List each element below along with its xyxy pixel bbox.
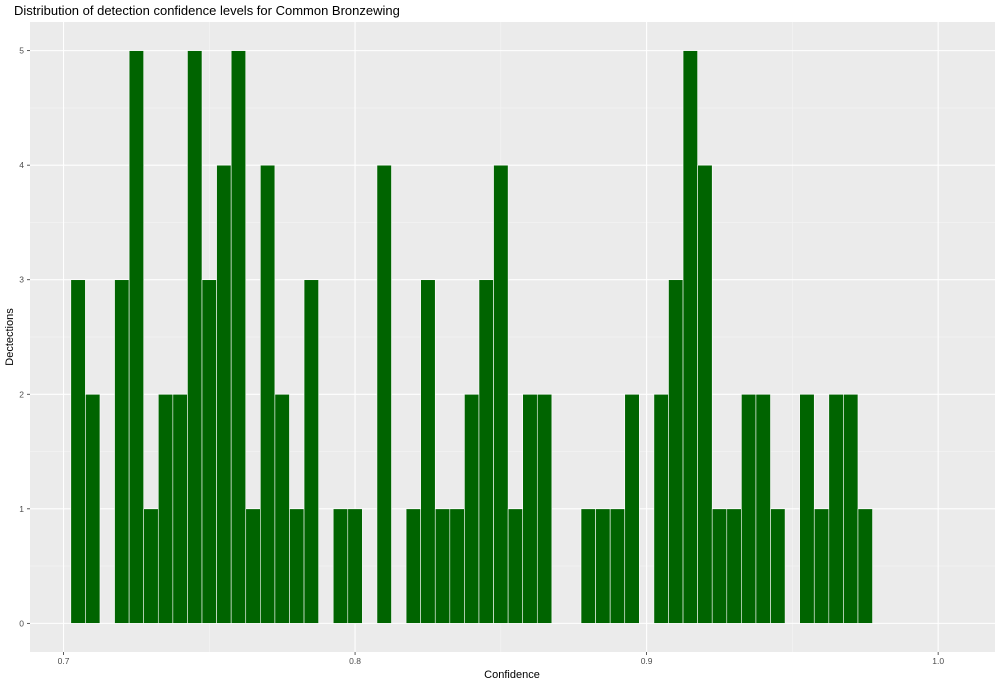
histogram-bar [143,508,159,624]
x-tick-label: 0.7 [58,656,70,666]
histogram-bar [857,508,873,624]
histogram-bar [230,50,247,624]
histogram-bar [464,393,480,624]
histogram-bar [376,164,392,624]
histogram-bar [420,279,436,624]
histogram-bar [522,393,538,624]
histogram-bar [828,393,844,624]
histogram-bar [70,279,86,624]
y-tick-label: 1 [19,504,24,514]
histogram-bar [697,164,713,624]
histogram-bar [434,508,451,624]
histogram-bar [770,508,786,624]
bars [70,50,873,624]
histogram-bar [114,279,130,624]
y-tick-label: 4 [19,160,24,170]
histogram-bar [172,393,188,624]
histogram-bar [813,508,830,624]
y-axis-ticks: 0 1 2 3 4 5 [19,46,30,628]
histogram-bar [405,508,421,624]
histogram-bar [682,50,698,624]
histogram-bar [85,393,101,624]
histogram-bar [449,508,465,624]
histogram-bar [201,279,217,624]
y-tick-label: 3 [19,275,24,285]
histogram-bar [260,164,276,624]
histogram-bar [536,393,553,624]
histogram-bar [478,279,494,624]
histogram-bar [653,393,669,624]
histogram-bar [274,393,290,624]
y-tick-label: 0 [19,618,24,628]
histogram-bar [493,164,509,624]
histogram-bar [128,50,145,624]
y-tick-label: 5 [19,46,24,56]
y-axis-title: Dectections [4,308,16,366]
histogram-bar [245,508,261,624]
x-tick-label: 0.8 [349,656,361,666]
histogram-bar [711,508,728,624]
histogram-bar [799,393,815,624]
histogram-bar [668,279,684,624]
histogram-bar [187,50,203,624]
x-axis-ticks: 0.7 0.8 0.9 1.0 [58,652,944,666]
histogram-bar [624,393,640,624]
chart-title: Distribution of detection confidence lev… [14,3,400,18]
histogram-bar [741,393,757,624]
histogram-bar [347,508,363,624]
x-tick-label: 0.9 [641,656,653,666]
histogram-bar [755,393,771,624]
histogram-bar [157,393,174,624]
histogram-bar [507,508,524,624]
histogram-bar [595,508,611,624]
histogram-bar [289,508,305,624]
histogram-bar [580,508,596,624]
histogram-bar [609,508,626,624]
histogram-bar [843,393,859,624]
histogram-bar [332,508,349,624]
histogram-bar [303,279,319,624]
x-tick-label: 1.0 [932,656,944,666]
histogram-bar [726,508,742,624]
x-axis-title: Confidence [484,669,540,681]
y-tick-label: 2 [19,389,24,399]
histogram-bar [216,164,232,624]
